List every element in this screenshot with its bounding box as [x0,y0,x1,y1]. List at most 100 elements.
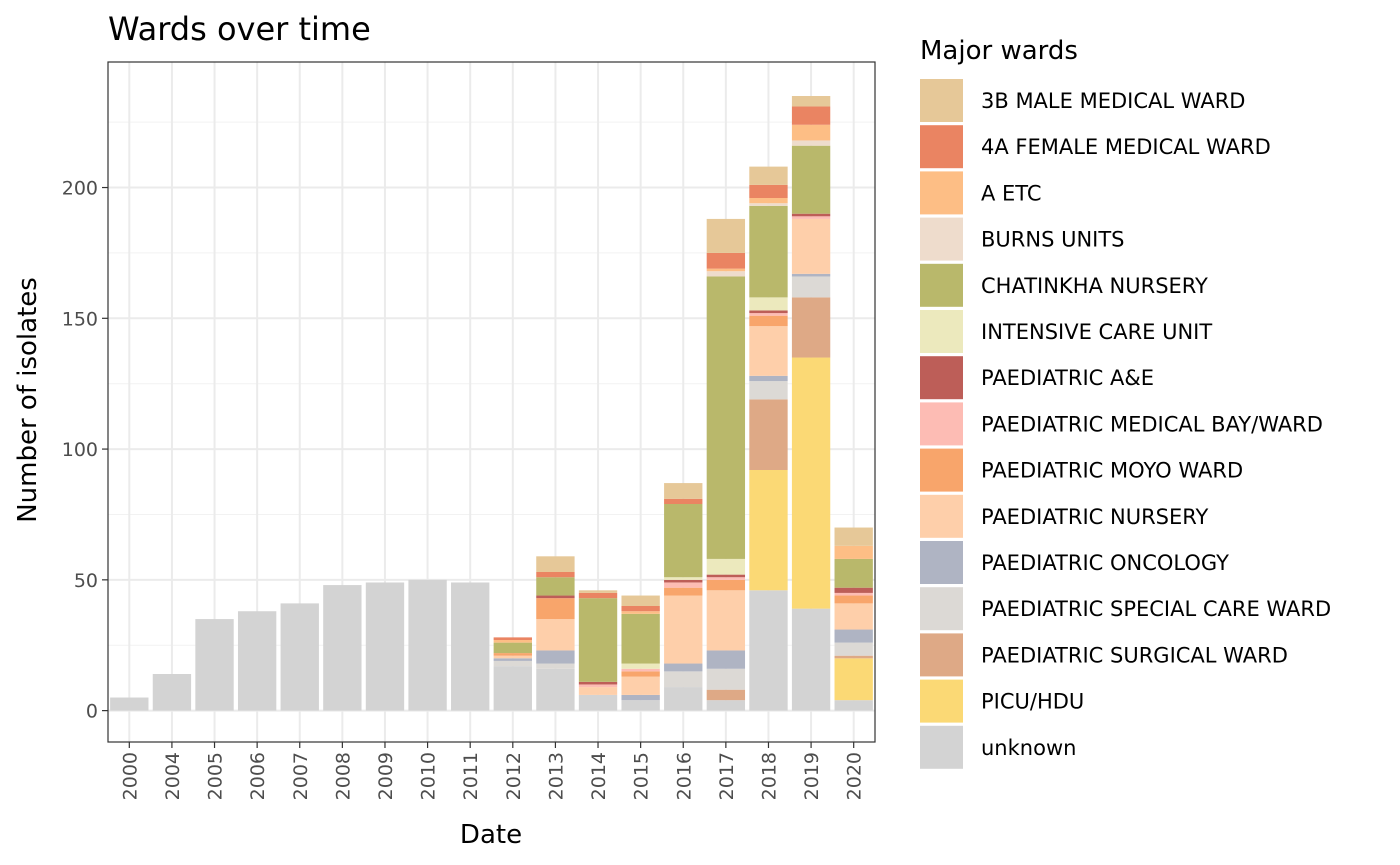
bar-segment [749,313,788,316]
bar-segment [621,663,660,669]
x-tick-label: 2015 [631,752,653,800]
bar-segment [536,668,575,711]
legend-item: unknown [920,725,1076,769]
x-tick-label: 2012 [503,752,525,800]
x-tick-label: 2019 [801,752,823,800]
bar-stack-2011 [451,582,490,711]
bar-segment [834,658,873,701]
bar-segment [493,653,532,656]
legend-label: PAEDIATRIC SURGICAL WARD [981,643,1288,667]
bar-segment [749,198,788,204]
bar-segment [237,611,277,711]
bar-segment [664,582,703,588]
legend-swatch [920,402,963,446]
bar-segment [834,629,873,643]
bar-segment [664,595,703,664]
bar-segment [706,590,746,651]
bar-segment [791,273,831,277]
bar-segment [791,140,831,146]
bar-stack-2014 [578,590,618,711]
bar-segment [791,96,831,107]
legend-label: PAEDIATRIC MEDICAL BAY/WARD [981,412,1323,436]
legend-item: 3B MALE MEDICAL WARD [920,79,1245,122]
x-tick-label: 2016 [673,752,695,800]
bar-segment [706,218,746,253]
bar-segment [536,572,575,578]
plot-panel [108,62,875,742]
bar-segment [749,184,788,198]
bar-segment [578,687,618,695]
bar-segment [706,558,746,575]
bar-segment [578,681,618,685]
legend-swatch [920,633,963,677]
legend-label: 4A FEMALE MEDICAL WARD [981,135,1271,159]
bar-segment [749,310,788,314]
bar-stack-2009 [365,582,405,711]
bar-segment [536,619,575,651]
bar-segment [749,375,788,382]
x-tick-label: 2004 [162,752,184,800]
bar-segment [834,545,873,559]
bar-segment [493,660,532,667]
legend-swatch [920,263,963,307]
legend-label: PAEDIATRIC SPECIAL CARE WARD [981,597,1331,621]
plot-border [107,61,876,743]
legend: Major wards 3B MALE MEDICAL WARD 4A FEMAL… [920,36,1331,769]
legend-swatch [920,310,963,353]
bar-segment [706,579,746,591]
bar-segment [664,663,703,672]
x-tick-label: 2009 [375,752,397,800]
y-axis-title: Number of isolates [13,277,43,523]
bar-segment [621,700,660,711]
x-tick-label: 2011 [460,752,482,800]
legend-label: BURNS UNITS [981,228,1125,252]
legend-item: PAEDIATRIC SPECIAL CARE WARD [920,587,1331,631]
legend-label: 3B MALE MEDICAL WARD [981,89,1245,113]
x-tick-label: 2006 [247,752,269,800]
legend-title: Major wards [920,36,1078,66]
bar-stack-2020 [834,527,873,711]
y-tick-label: 150 [62,308,98,330]
x-tick-label: 2007 [290,752,312,800]
legend-swatch [920,79,963,122]
bar-segment [749,297,788,311]
legend-item: A ETC [920,171,1042,215]
bar-segment [791,357,831,609]
bar-stack-2012 [493,637,532,711]
bar-stack-2007 [280,603,319,711]
bar-segment [152,674,192,711]
bar-segment [664,577,703,580]
bar-segment [749,470,788,591]
bar-segment [749,399,788,470]
bar-segment [578,684,618,688]
bar-segment [365,582,405,711]
bar-stack-2005 [195,619,234,711]
bar-segment [834,558,873,588]
x-tick-label: 2005 [205,752,227,800]
x-tick-label: 2013 [545,752,567,800]
bar-segment [706,574,746,578]
legend-label: INTENSIVE CARE UNIT [981,320,1212,344]
bar-segment [621,694,660,701]
legend-swatch [920,541,963,584]
bar-segment [621,613,660,664]
legend-swatch [920,125,963,169]
bar-stack-2017 [706,218,746,711]
bar-segment [493,666,532,711]
bar-segment [621,668,660,672]
bar-segment [621,595,660,606]
bar-segment [706,577,746,580]
bar-stack-2006 [237,611,277,711]
bar-segment [791,276,831,298]
legend-label: PAEDIATRIC A&E [981,366,1154,390]
bar-stack-2016 [664,483,703,711]
x-tick-label: 2020 [844,752,866,800]
bars [110,96,873,711]
legend-item: PAEDIATRIC SURGICAL WARD [920,633,1288,677]
bar-segment [791,608,831,711]
bar-segment [110,697,149,711]
bar-segment [536,577,575,596]
legend-item: BURNS UNITS [920,217,1125,261]
bar-segment [791,218,831,274]
